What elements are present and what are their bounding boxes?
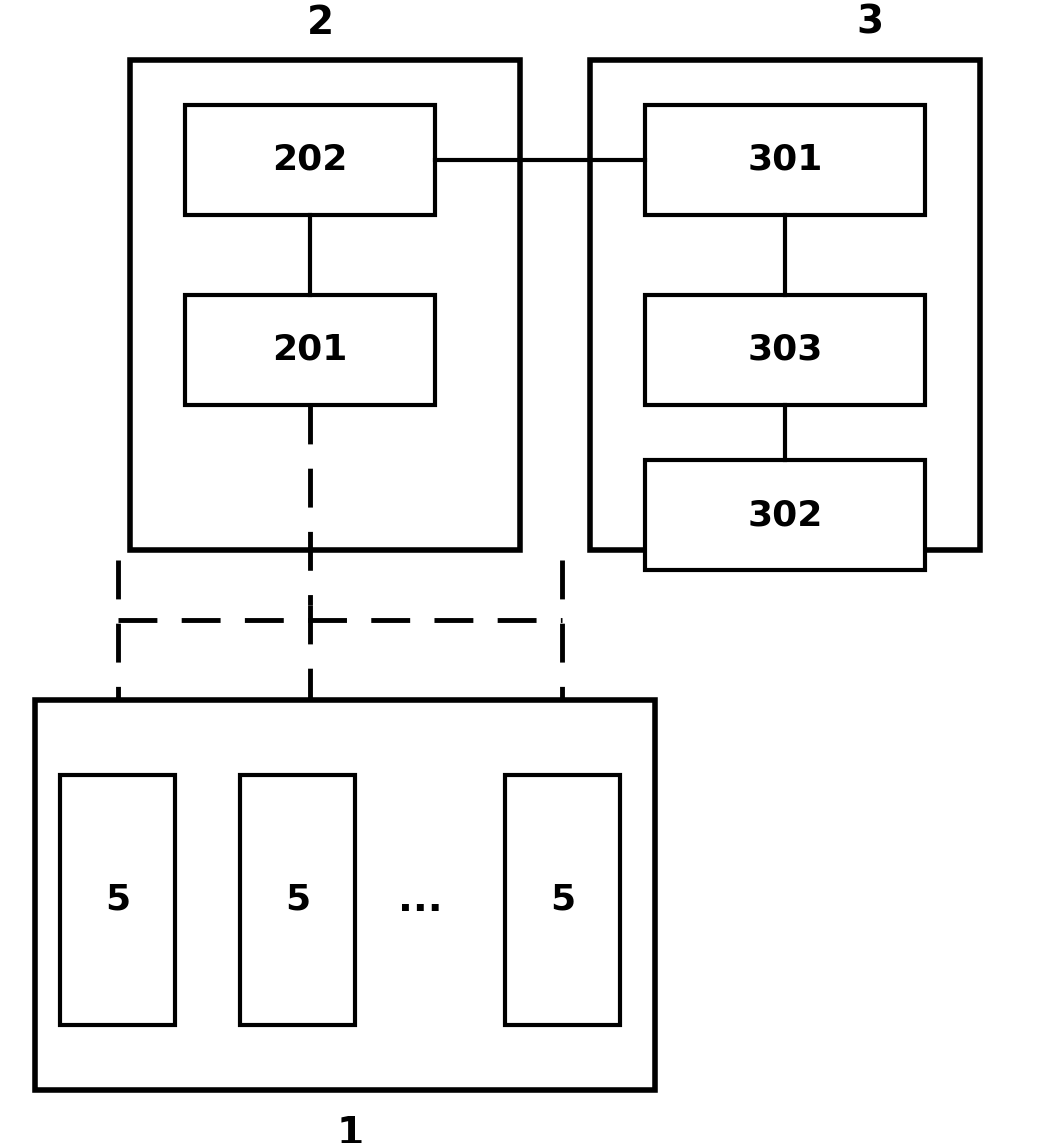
Text: 5: 5	[285, 884, 310, 917]
Bar	[590, 59, 980, 550]
Bar	[185, 105, 435, 215]
Bar	[645, 105, 925, 215]
Bar	[130, 59, 520, 550]
Text: 202: 202	[272, 143, 347, 177]
Bar	[240, 775, 355, 1025]
Bar	[645, 459, 925, 570]
Text: 2: 2	[307, 3, 334, 42]
Bar	[185, 295, 435, 405]
Text: 3: 3	[856, 3, 883, 42]
Text: 5: 5	[550, 884, 575, 917]
Text: 5: 5	[105, 884, 130, 917]
Bar	[645, 295, 925, 405]
Text: ...: ...	[397, 881, 442, 919]
Bar	[505, 775, 620, 1025]
Text: 301: 301	[748, 143, 823, 177]
Bar	[60, 775, 175, 1025]
Text: 1: 1	[337, 1116, 364, 1143]
Bar	[35, 700, 655, 1090]
Text: 303: 303	[748, 333, 823, 367]
Text: 302: 302	[748, 498, 823, 531]
Text: 201: 201	[272, 333, 347, 367]
